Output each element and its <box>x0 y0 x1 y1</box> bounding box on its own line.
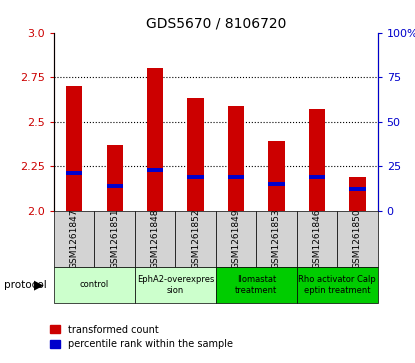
Bar <box>309 109 325 211</box>
Text: GSM1261852: GSM1261852 <box>191 208 200 269</box>
Text: ▶: ▶ <box>34 278 44 291</box>
Text: EphA2-overexpres
sion: EphA2-overexpres sion <box>137 275 214 295</box>
Bar <box>337 211 378 267</box>
Bar <box>269 141 285 211</box>
Text: Rho activator Calp
eptin treatment: Rho activator Calp eptin treatment <box>298 275 376 295</box>
Bar <box>228 175 244 179</box>
Bar <box>269 182 285 186</box>
Bar <box>135 211 176 267</box>
Bar <box>309 175 325 179</box>
Legend: transformed count, percentile rank within the sample: transformed count, percentile rank withi… <box>46 321 237 353</box>
Text: Ilomastat
treatment: Ilomastat treatment <box>235 275 277 295</box>
Bar <box>256 211 297 267</box>
Bar <box>188 98 204 211</box>
Text: protocol: protocol <box>4 280 47 290</box>
Bar <box>54 211 95 267</box>
Bar <box>135 267 216 303</box>
Text: GSM1261849: GSM1261849 <box>232 208 241 269</box>
Bar <box>107 145 123 211</box>
Bar <box>54 267 135 303</box>
Bar <box>147 68 163 211</box>
Bar <box>66 171 82 175</box>
Bar <box>216 267 297 303</box>
Bar <box>349 177 366 211</box>
Text: GSM1261848: GSM1261848 <box>151 208 160 269</box>
Bar <box>66 86 82 211</box>
Bar <box>188 175 204 179</box>
Bar <box>297 267 378 303</box>
Text: GSM1261853: GSM1261853 <box>272 208 281 269</box>
Text: GSM1261850: GSM1261850 <box>353 208 362 269</box>
Text: GSM1261851: GSM1261851 <box>110 208 119 269</box>
Bar <box>297 211 337 267</box>
Bar <box>349 187 366 191</box>
Bar <box>176 211 216 267</box>
Bar <box>228 106 244 211</box>
Text: GSM1261847: GSM1261847 <box>70 208 79 269</box>
Title: GDS5670 / 8106720: GDS5670 / 8106720 <box>146 16 286 30</box>
Text: control: control <box>80 281 109 289</box>
Bar <box>107 184 123 188</box>
Text: GSM1261846: GSM1261846 <box>312 208 322 269</box>
Bar <box>216 211 256 267</box>
Bar <box>95 211 135 267</box>
Bar <box>147 168 163 172</box>
